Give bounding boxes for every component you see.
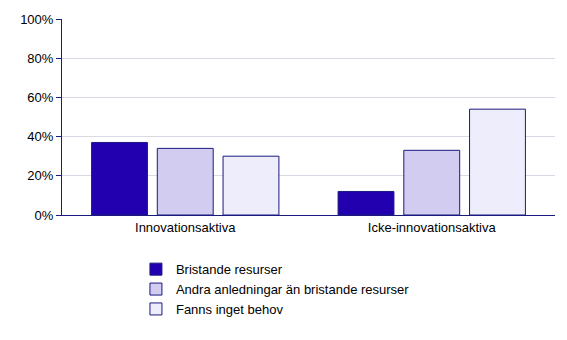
svg-text:Innovationsaktiva: Innovationsaktiva	[135, 220, 236, 235]
svg-text:0%: 0%	[35, 208, 54, 223]
svg-text:20%: 20%	[27, 168, 53, 183]
svg-text:Andra anledningar än bristande: Andra anledningar än bristande resurser	[176, 282, 409, 297]
svg-text:Bristande resurser: Bristande resurser	[176, 262, 283, 277]
svg-text:100%: 100%	[20, 12, 54, 27]
svg-text:60%: 60%	[27, 90, 53, 105]
svg-text:40%: 40%	[27, 129, 53, 144]
svg-text:Icke-innovationsaktiva: Icke-innovationsaktiva	[368, 220, 497, 235]
svg-text:Fanns inget behov: Fanns inget behov	[176, 302, 283, 317]
svg-text:80%: 80%	[27, 51, 53, 66]
